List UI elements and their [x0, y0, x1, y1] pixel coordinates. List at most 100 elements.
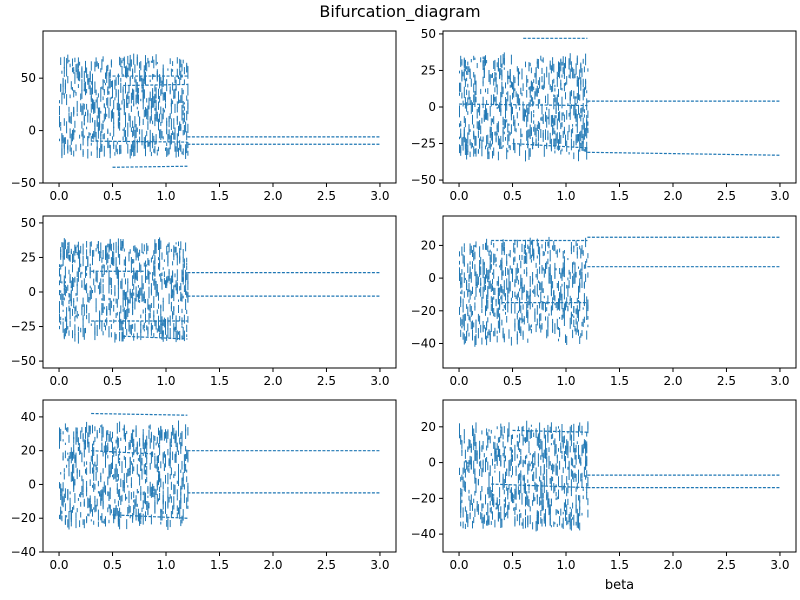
chaos-point [546, 261, 547, 269]
chaos-point [525, 437, 526, 443]
chaos-point [111, 509, 112, 513]
x-tick-label: 1.5 [210, 558, 229, 572]
chaos-point [158, 304, 159, 309]
chaos-point [473, 517, 474, 523]
chaos-point [529, 441, 530, 446]
chaos-point [162, 88, 163, 95]
chaos-point [487, 286, 488, 293]
chaos-point [145, 280, 146, 283]
chaos-point [91, 519, 92, 521]
chaos-point [158, 428, 159, 436]
chaos-point [492, 494, 493, 505]
chaos-point [580, 63, 581, 69]
chaos-point [530, 295, 531, 300]
chaos-point [556, 498, 557, 501]
chaos-point [136, 293, 137, 301]
y-tick-label: 20 [421, 420, 436, 434]
chaos-point [471, 461, 472, 469]
chaos-point [91, 152, 92, 156]
chaos-point [140, 99, 141, 101]
chaos-point [551, 139, 552, 150]
chaos-point [173, 118, 174, 129]
chaos-point [107, 65, 108, 69]
x-tick-label: 1.5 [610, 189, 629, 203]
chaos-point [110, 265, 111, 268]
chaos-point [154, 459, 155, 467]
chaos-point [134, 245, 135, 252]
chaos-point [500, 142, 501, 149]
chaos-point [167, 134, 168, 142]
chaos-point [80, 328, 81, 333]
chaos-point [466, 520, 467, 523]
chaos-point [464, 59, 465, 68]
chaos-point [479, 246, 480, 257]
chaos-point [165, 475, 166, 478]
chaos-point [486, 268, 487, 278]
chaos-point [575, 448, 576, 459]
chaos-point [167, 276, 168, 283]
chaos-point [171, 511, 172, 518]
chaos-point [165, 503, 166, 514]
chaos-point [542, 86, 543, 90]
chaos-point [83, 256, 84, 267]
chaos-point [467, 465, 468, 471]
chaos-point [104, 90, 105, 93]
chaos-point [103, 274, 104, 277]
chaos-point [537, 239, 538, 247]
chaos-point [572, 330, 573, 337]
chaos-point [184, 454, 185, 466]
chaos-point [511, 55, 512, 65]
chaos-point [120, 239, 121, 251]
chaos-point [519, 288, 520, 291]
chaos-point [94, 496, 95, 502]
chaos-point [575, 465, 576, 468]
chaos-point [185, 144, 186, 154]
chaos-point [86, 481, 87, 492]
chaos-point [160, 478, 161, 487]
chaos-point [516, 268, 517, 276]
chaos-point [586, 302, 587, 311]
chaos-point [463, 101, 464, 107]
chaos-point [156, 134, 157, 141]
chaos-point [132, 430, 133, 441]
chaos-point [74, 479, 75, 485]
chaos-point [177, 489, 178, 497]
chaos-point [506, 316, 507, 323]
panel-row1-col1: 0.0 0.5 1.0 1.5 2.0 2.5 3.0−50050 [11, 31, 396, 203]
chaos-point [149, 430, 150, 439]
y-tick-label: −25 [11, 320, 36, 334]
chaos-point [570, 512, 571, 518]
chaos-point [166, 121, 167, 126]
chaos-point [565, 446, 566, 454]
chaos-point [109, 244, 110, 253]
chaos-point [496, 257, 497, 261]
chaos-point [96, 132, 97, 141]
chaos-point [180, 297, 181, 300]
chaos-point [100, 516, 101, 520]
axes-frame [443, 31, 796, 183]
chaos-point [187, 316, 188, 323]
chaos-point [164, 432, 165, 441]
chaos-point [580, 333, 581, 338]
chaos-point [90, 247, 91, 256]
chaos-point [579, 284, 580, 292]
chaos-point [579, 455, 580, 464]
chaos-point [481, 147, 482, 157]
chaos-point [183, 101, 184, 108]
chaos-point [159, 437, 160, 444]
chaos-point [529, 461, 530, 471]
chaos-point [170, 442, 171, 449]
chaos-point [476, 324, 477, 333]
chaos-point [81, 90, 82, 99]
chaos-point [106, 437, 107, 442]
chaos-point [510, 459, 511, 471]
chaos-point [470, 290, 471, 300]
chaos-point [470, 456, 471, 465]
chaos-point [126, 431, 127, 434]
chaos-point [490, 265, 491, 272]
chaos-point [499, 288, 500, 296]
chaos-point [162, 283, 163, 289]
chaos-point [505, 82, 506, 88]
chaos-point [569, 469, 570, 480]
chaos-point [186, 291, 187, 297]
